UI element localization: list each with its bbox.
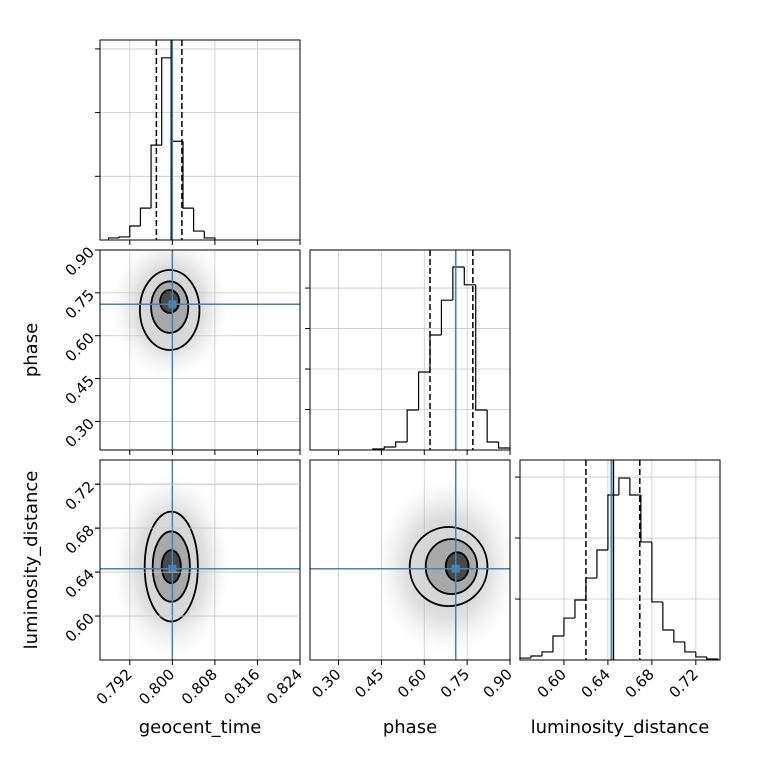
- y-axis-label: luminosity_distance: [21, 471, 42, 650]
- truth-marker: [168, 300, 177, 309]
- x-axis-label: geocent_time: [139, 717, 262, 738]
- x-tick-label: 0.75: [437, 665, 473, 701]
- y-tick-label: 0.90: [62, 243, 98, 279]
- histogram-bin: [497, 441, 511, 450]
- histogram-bin: [640, 495, 652, 543]
- pair-panel: [100, 460, 300, 660]
- axes-frame: [309, 459, 511, 661]
- y-axis-label: phase: [21, 323, 42, 377]
- x-axis-label: luminosity_distance: [531, 717, 710, 738]
- x-tick-label: 0.816: [220, 665, 263, 708]
- y-tick-label: 0.75: [62, 286, 98, 322]
- histogram-bin: [695, 651, 707, 658]
- histogram-bin: [182, 141, 194, 209]
- y-tick-label: 0.64: [62, 565, 98, 601]
- histogram-bin: [563, 617, 575, 636]
- histogram-bin: [440, 299, 453, 336]
- axes-frame: [99, 39, 301, 241]
- histogram-bin: [150, 144, 162, 209]
- histogram-bin: [463, 267, 476, 286]
- histogram-bin: [383, 446, 396, 450]
- y-tick-label: 0.60: [62, 609, 98, 645]
- truth-marker: [451, 564, 460, 573]
- histogram-bin: [552, 635, 564, 652]
- histogram-bin: [395, 441, 408, 448]
- x-tick-label: 0.808: [178, 665, 221, 708]
- histogram-bin: [429, 334, 442, 373]
- histogram-bin: [139, 207, 152, 226]
- x-tick-label: 0.800: [135, 665, 178, 708]
- histogram-bin: [107, 237, 120, 240]
- x-axis-label: phase: [383, 717, 437, 738]
- histogram-bin: [129, 225, 141, 237]
- histogram-bin: [651, 541, 663, 603]
- histogram-bin: [118, 236, 130, 238]
- y-tick-label: 0.60: [62, 329, 98, 365]
- truth-marker: [168, 564, 177, 573]
- histogram-bin: [662, 601, 674, 631]
- histogram-bin: [574, 599, 586, 619]
- x-tick-label: 0.64: [578, 665, 614, 701]
- x-tick-label: 0.90: [480, 665, 516, 701]
- y-tick-label: 0.72: [62, 477, 98, 513]
- x-tick-label: 0.824: [263, 665, 306, 708]
- histogram-bin: [673, 630, 685, 643]
- x-tick-label: 0.45: [351, 665, 387, 701]
- x-tick-label: 0.68: [622, 665, 658, 701]
- histogram-bin: [684, 641, 696, 653]
- histogram-bin: [541, 651, 553, 656]
- axes-frame: [309, 249, 511, 451]
- y-tick-label: 0.68: [62, 521, 98, 557]
- y-tick-label: 0.30: [62, 415, 98, 451]
- histogram-bin: [530, 655, 542, 659]
- histogram-bin: [629, 478, 641, 496]
- histogram-bin: [607, 494, 619, 550]
- axes-frame: [519, 459, 721, 661]
- x-tick-label: 0.72: [665, 665, 701, 701]
- y-tick-label: 0.45: [62, 372, 98, 408]
- axes-frame: [99, 249, 301, 451]
- histogram-bin: [618, 477, 630, 495]
- histogram-bin: [406, 409, 419, 442]
- histogram-bin: [596, 549, 608, 579]
- pair-panel: [310, 460, 510, 660]
- histogram-bin: [161, 57, 173, 146]
- histogram-bin: [203, 231, 216, 240]
- axes-frame: [99, 459, 301, 661]
- histogram-bin: [193, 208, 205, 232]
- x-tick-label: 0.60: [534, 665, 570, 701]
- x-tick-label: 0.30: [308, 665, 344, 701]
- x-tick-label: 0.60: [394, 665, 430, 701]
- histogram-bin: [486, 410, 499, 443]
- histogram-bin: [452, 266, 465, 301]
- histogram-bin: [417, 371, 430, 410]
- pair-panel: [100, 250, 300, 450]
- histogram-bin: [475, 284, 488, 411]
- histogram-bin: [585, 577, 597, 600]
- x-tick-label: 0.792: [93, 665, 136, 708]
